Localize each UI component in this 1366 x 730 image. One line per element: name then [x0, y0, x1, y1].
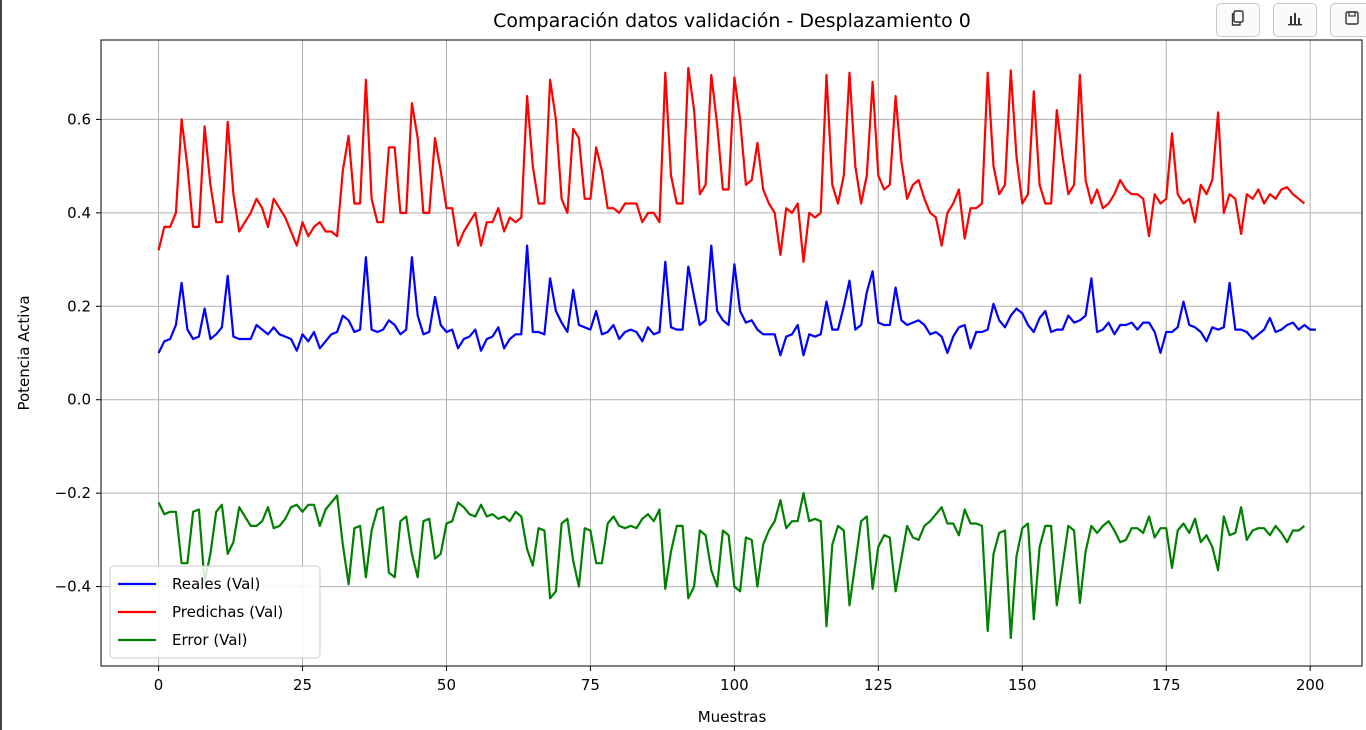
x-axis-ticks: 0 25 50 75 100 125 150 175 200 [154, 666, 1325, 694]
window-left-border [0, 0, 2, 730]
x-tick-label: 25 [293, 676, 312, 694]
x-tick-label: 75 [581, 676, 600, 694]
x-tick-label: 125 [864, 676, 893, 694]
grid-lines [101, 40, 1362, 666]
bar-chart-icon [1286, 9, 1304, 31]
legend: Reales (Val) Predichas (Val) Error (Val) [109, 565, 321, 659]
y-tick-label: 0.6 [67, 110, 91, 128]
y-tick-label: −0.2 [55, 484, 91, 502]
series-line-error-val [157, 492, 1306, 640]
y-tick-label: 0.0 [67, 391, 91, 409]
x-tick-label: 50 [437, 676, 456, 694]
legend-label: Error (Val) [172, 631, 248, 649]
legend-box [109, 565, 321, 659]
x-tick-label: 150 [1008, 676, 1037, 694]
x-tick-label: 175 [1152, 676, 1181, 694]
chart-toolbar [1216, 3, 1366, 37]
y-axis-label: Potencia Activa [15, 295, 33, 410]
chart-title: Comparación datos validación - Desplazam… [493, 10, 971, 32]
plot-frame [100, 39, 1363, 667]
y-tick-label: 0.2 [67, 297, 91, 315]
legend-label: Predichas (Val) [172, 603, 283, 621]
copy-button[interactable] [1216, 3, 1260, 37]
copy-icon [1229, 9, 1247, 31]
y-tick-label: −0.4 [55, 578, 91, 596]
save-button[interactable] [1330, 3, 1366, 37]
legend-label: Reales (Val) [172, 575, 260, 593]
y-axis-ticks: −0.4 −0.2 0.0 0.2 0.4 0.6 [55, 110, 101, 596]
bar-chart-button[interactable] [1273, 3, 1317, 37]
y-tick-label: 0.4 [67, 204, 91, 222]
series-lines [157, 66, 1316, 640]
series-line-reales-val [157, 244, 1316, 357]
x-tick-label: 0 [154, 676, 164, 694]
x-tick-label: 200 [1296, 676, 1325, 694]
x-tick-label: 100 [720, 676, 749, 694]
x-axis-label: Muestras [698, 708, 767, 726]
series-line-predichas-val [157, 66, 1306, 263]
save-icon [1343, 9, 1361, 31]
